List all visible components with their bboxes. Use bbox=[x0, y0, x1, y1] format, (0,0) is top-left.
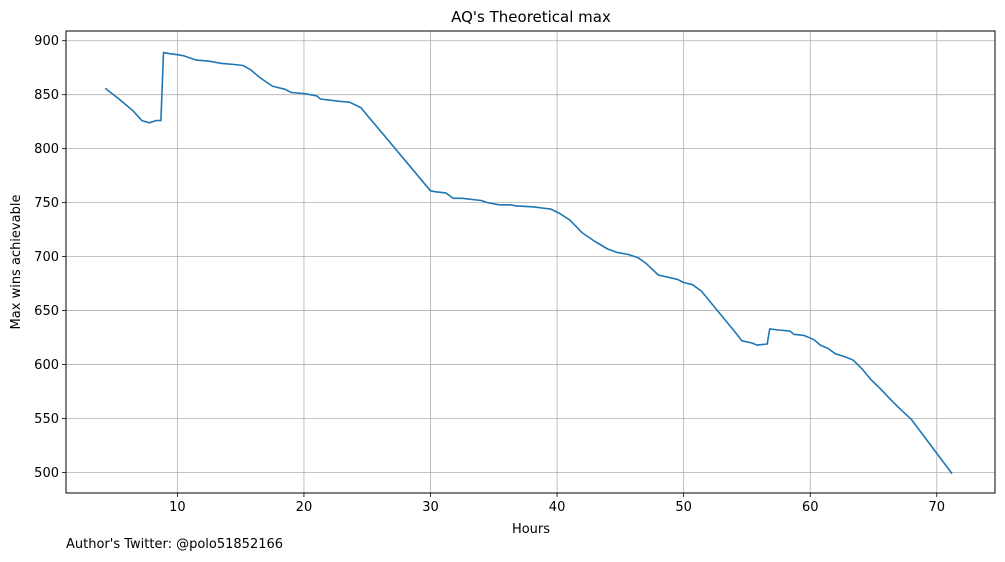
y-tick-label: 850 bbox=[34, 88, 59, 103]
y-axis-label: Max wins achievable bbox=[9, 195, 24, 330]
x-tick-label: 10 bbox=[169, 500, 186, 515]
y-tick-label: 650 bbox=[34, 304, 59, 319]
author-credit: Author's Twitter: @polo51852166 bbox=[66, 537, 284, 552]
y-tick-label: 900 bbox=[34, 34, 59, 49]
y-tick-label: 700 bbox=[34, 250, 59, 265]
x-tick-label: 70 bbox=[929, 500, 946, 515]
x-tick-label: 60 bbox=[802, 500, 819, 515]
y-tick-label: 800 bbox=[34, 142, 59, 157]
ticks: 10 20 30 40 50 60 70 500 550 600 650 700 750 800 850 90… bbox=[34, 34, 945, 515]
x-tick-label: 20 bbox=[296, 500, 313, 515]
chart-title: AQ's Theoretical max bbox=[451, 8, 611, 26]
y-tick-label: 500 bbox=[34, 466, 59, 481]
x-tick-label: 50 bbox=[675, 500, 692, 515]
plot-frame bbox=[65, 30, 996, 494]
x-axis-label: Hours bbox=[512, 522, 550, 537]
series bbox=[104, 51, 953, 475]
series-line bbox=[104, 51, 953, 475]
x-tick-label: 40 bbox=[549, 500, 566, 515]
y-tick-label: 600 bbox=[34, 358, 59, 373]
x-tick-label: 30 bbox=[422, 500, 439, 515]
y-tick-label: 550 bbox=[34, 412, 59, 427]
grid bbox=[66, 31, 995, 493]
y-tick-label: 750 bbox=[34, 196, 59, 211]
